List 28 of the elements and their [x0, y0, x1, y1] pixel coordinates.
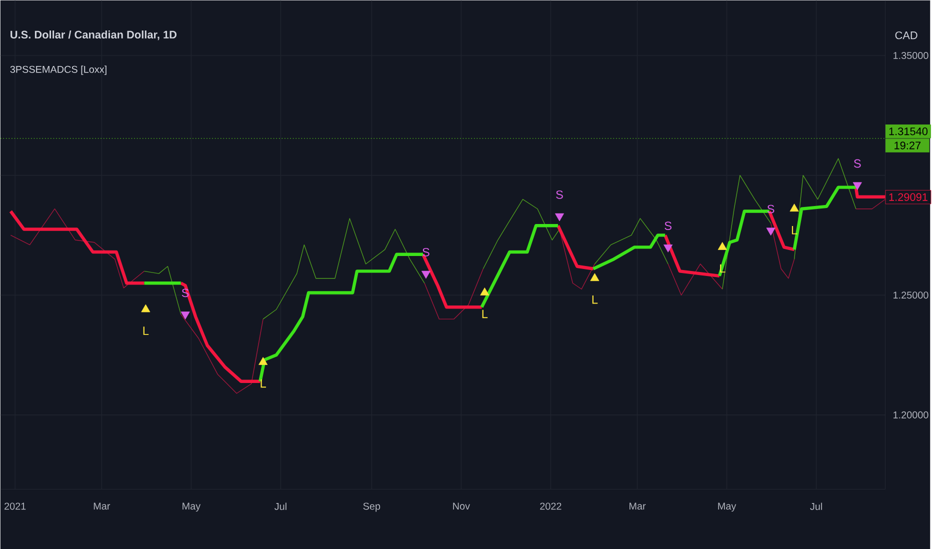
text: U.S. Dollar / Canadian Dollar, 1D	[10, 30, 177, 40]
data-label: S	[556, 190, 563, 199]
y-tick-label: 1.35000	[894, 52, 928, 59]
text: 3PSSEMADCS [Loxx]	[10, 66, 106, 75]
x-tick-label: 2021	[4, 502, 26, 510]
x-tick-label: May	[718, 502, 736, 512]
data-label: S	[767, 204, 774, 214]
x-tick-label: Mar	[94, 502, 110, 510]
data-label: S	[854, 159, 861, 168]
x-tick-label: Mar	[630, 502, 646, 510]
x-tick-label: Jul	[274, 502, 286, 510]
data-label: L	[143, 326, 149, 335]
data-label: L	[592, 295, 598, 304]
data-label: S	[422, 248, 430, 256]
data-label: L	[482, 310, 488, 318]
annotation: 1.29091	[889, 193, 928, 201]
x-tick-label: Sep	[363, 502, 380, 512]
ref-line-label: 1.31540	[889, 127, 928, 136]
data-label: S	[664, 222, 672, 230]
y-tick-label: 1.20000	[894, 411, 928, 418]
y-axis-title: CAD	[895, 31, 918, 40]
text: 19:27	[894, 142, 921, 150]
x-tick-label: Nov	[453, 502, 470, 510]
data-label: L	[260, 379, 266, 388]
x-tick-label: Jul	[810, 502, 822, 510]
x-tick-label: May	[182, 502, 201, 512]
x-tick-label: 2022	[540, 502, 562, 510]
y-tick-label: 1.25000	[894, 292, 928, 299]
